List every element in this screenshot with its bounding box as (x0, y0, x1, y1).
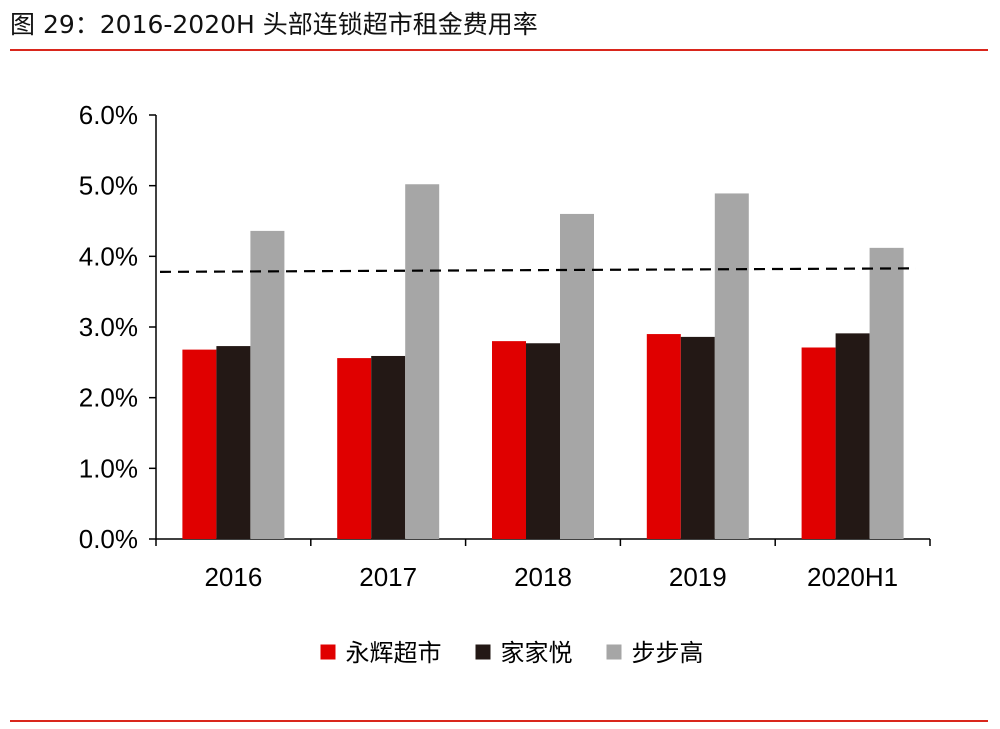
y-tick-label: 1.0% (79, 453, 138, 483)
legend-label-步步高: 步步高 (632, 639, 704, 667)
bar-永辉超市-2018 (492, 341, 526, 539)
bar-步步高-2019 (714, 193, 749, 539)
bar-步步高-2016 (250, 230, 285, 540)
y-tick-label: 0.0% (79, 524, 138, 554)
x-tick-label: 2016 (204, 562, 262, 592)
x-tick-label: 2019 (669, 562, 727, 592)
bottom-rule (10, 720, 988, 722)
bar-永辉超市-2017 (337, 358, 372, 539)
y-tick-label: 6.0% (79, 100, 138, 130)
x-tick-label: 2017 (359, 562, 417, 592)
legend-label-永辉超市: 永辉超市 (346, 639, 442, 667)
y-tick-label: 3.0% (79, 312, 138, 342)
y-tick-label: 4.0% (79, 241, 138, 271)
legend-swatch-永辉超市 (320, 644, 336, 660)
legend-swatch-家家悦 (475, 644, 491, 660)
bar-永辉超市-2020H1 (801, 347, 836, 539)
legend-label-家家悦: 家家悦 (501, 639, 573, 667)
bar-家家悦-2019 (680, 336, 715, 539)
bar-永辉超市-2019 (646, 334, 681, 539)
x-tick-label: 2018 (514, 562, 572, 592)
legend-swatch-步步高 (606, 644, 622, 660)
x-tick-label: 2020H1 (807, 562, 898, 592)
reference-dashed-line (159, 267, 917, 273)
y-tick-label: 2.0% (79, 383, 138, 413)
bar-步步高-2020H1 (869, 247, 904, 539)
bar-永辉超市-2016 (182, 349, 217, 539)
bar-步步高-2018 (560, 213, 594, 539)
bar-家家悦-2020H1 (835, 333, 870, 539)
figure-title: 图 29：2016-2020H 头部连锁超市租金费用率 (10, 10, 538, 39)
bar-步步高-2017 (405, 184, 440, 539)
bar-家家悦-2016 (216, 346, 251, 539)
y-tick-label: 5.0% (79, 171, 138, 201)
bar-家家悦-2017 (371, 355, 406, 539)
bar-家家悦-2018 (526, 343, 560, 539)
top-rule (10, 49, 988, 51)
